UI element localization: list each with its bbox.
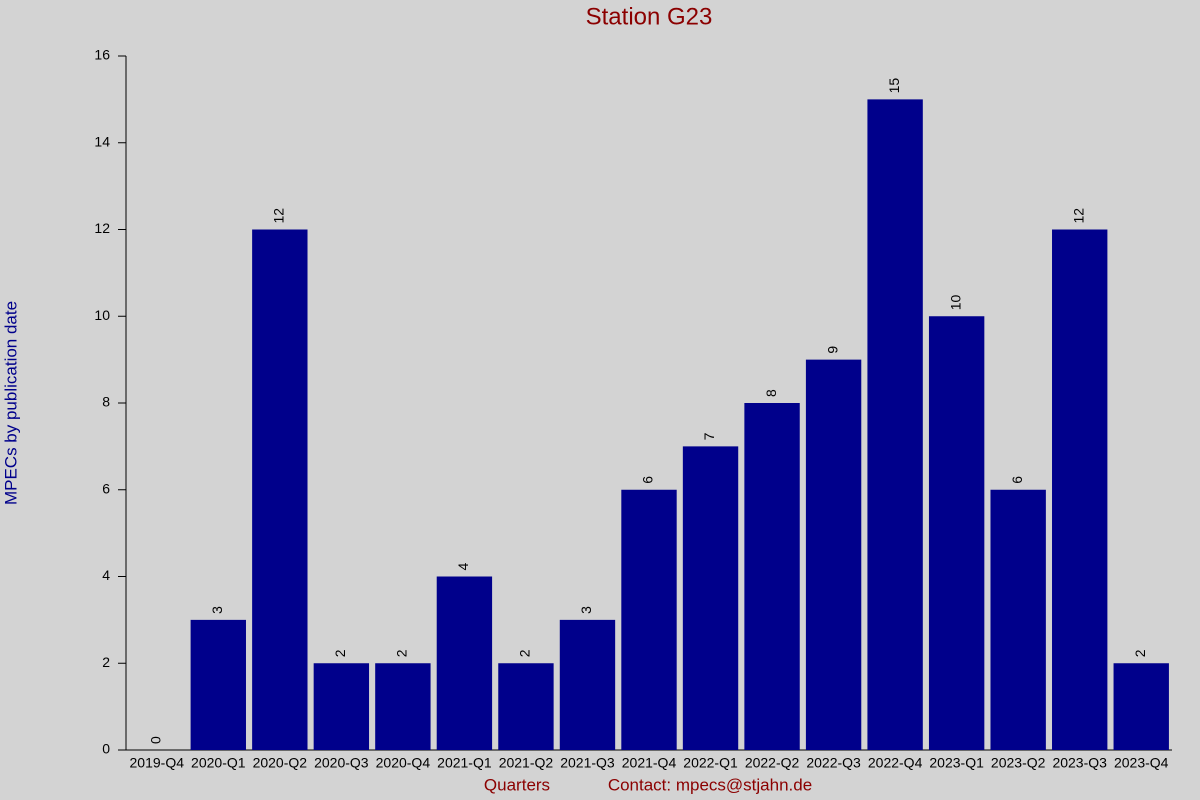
bar: [1113, 663, 1169, 750]
bar: [190, 619, 246, 750]
value-label: 8: [763, 389, 779, 397]
x-tick-label: 2023-Q4: [1114, 755, 1169, 771]
bar: [621, 489, 677, 750]
value-label: 2: [1132, 649, 1148, 657]
value-label: 2: [332, 649, 348, 657]
x-tick-label: 2022-Q4: [868, 755, 923, 771]
bar: [928, 316, 985, 750]
value-label: 0: [147, 736, 163, 744]
contact-note: Contact: mpecs@stjahn.de: [608, 775, 812, 794]
x-tick-label: 2020-Q2: [253, 755, 308, 771]
bar: [744, 403, 800, 750]
value-label: 6: [640, 476, 656, 484]
value-label: 9: [824, 346, 840, 354]
bar: [805, 359, 862, 750]
chart-title: Station G23: [586, 3, 713, 30]
y-tick-label: 8: [102, 394, 110, 410]
y-tick-label: 12: [94, 220, 110, 236]
value-label: 2: [517, 649, 533, 657]
x-tick-label: 2023-Q3: [1052, 755, 1107, 771]
y-tick-label: 0: [102, 741, 110, 757]
x-tick-label: 2021-Q3: [560, 755, 615, 771]
bar: [436, 576, 493, 750]
bar: [252, 229, 308, 750]
y-axis-label: MPECs by publication date: [1, 301, 20, 505]
value-label: 4: [455, 563, 471, 571]
x-tick-label: 2020-Q1: [191, 755, 246, 771]
bar: [1052, 229, 1108, 750]
value-label: 12: [271, 208, 287, 224]
bar: [375, 663, 431, 750]
x-tick-label: 2020-Q3: [314, 755, 369, 771]
y-tick-label: 6: [102, 480, 110, 496]
x-tick-label: 2021-Q2: [499, 755, 554, 771]
value-label: 2: [394, 649, 410, 657]
x-tick-label: 2023-Q2: [991, 755, 1046, 771]
x-tick-label: 2022-Q1: [683, 755, 738, 771]
value-label: 12: [1070, 208, 1086, 224]
bar: [990, 489, 1046, 750]
y-tick-label: 4: [102, 567, 110, 583]
y-tick-label: 10: [94, 307, 110, 323]
x-tick-label: 2023-Q1: [929, 755, 984, 771]
x-tick-label: 2021-Q4: [622, 755, 677, 771]
y-tick-label: 2: [102, 654, 110, 670]
bar: [559, 619, 616, 750]
value-label: 7: [701, 432, 717, 440]
value-label: 3: [578, 606, 594, 614]
bar: [313, 663, 370, 750]
x-tick-label: 2019-Q4: [130, 755, 185, 771]
x-tick-label: 2022-Q2: [745, 755, 800, 771]
bar: [682, 446, 739, 750]
bar: [867, 99, 923, 750]
x-tick-label: 2020-Q4: [376, 755, 431, 771]
bar: [498, 663, 554, 750]
x-tick-label: 2021-Q1: [437, 755, 492, 771]
value-label: 10: [947, 294, 963, 310]
x-tick-label: 2022-Q3: [806, 755, 861, 771]
y-tick-label: 16: [94, 47, 110, 63]
value-label: 6: [1009, 476, 1025, 484]
y-tick-label: 14: [94, 133, 110, 149]
value-label: 15: [886, 78, 902, 94]
x-axis-label: Quarters: [484, 775, 550, 794]
value-label: 3: [209, 606, 225, 614]
